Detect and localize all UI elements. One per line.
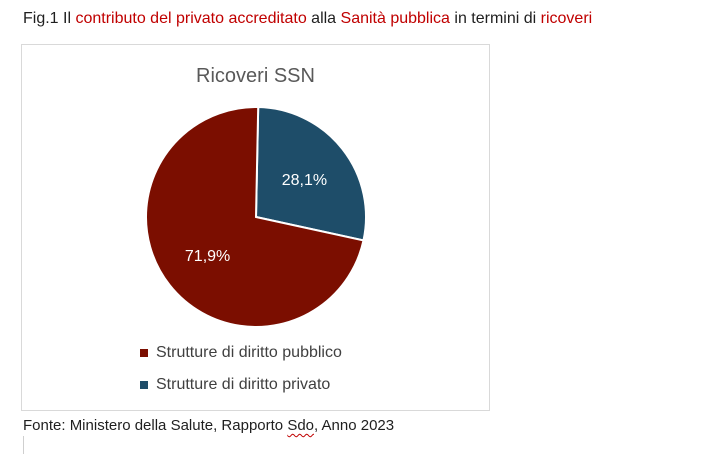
caption-mid-1: alla [306,10,341,27]
source-prefix: Fonte: Ministero della Salute, Rapporto [23,417,288,434]
legend-item-pubblico: Strutture di diritto pubblico [140,342,342,364]
caption-highlight-sanita: Sanità pubblica [340,10,450,27]
source-suffix: , Anno 2023 [314,417,395,434]
legend-item-privato: Strutture di diritto privato [140,374,342,396]
legend-swatch-pubblico [140,349,148,357]
source-flagged-word: Sdo [287,417,315,434]
caption-mid-2: in termini di [449,10,541,27]
legend-swatch-privato [140,381,148,389]
caption-highlight-ricoveri: ricoveri [540,10,593,27]
pie-slice-pubblico[interactable] [144,106,365,328]
pie-slice-privato[interactable] [254,105,367,242]
legend-label-privato: Strutture di diritto privato [156,376,331,393]
caption-prefix: Fig.1 Il [23,10,76,27]
caption-highlight-contributo: contributo del privato accreditato [75,10,307,27]
pie-label-privato: 28,1% [282,172,327,189]
pie-chart: 28,1% 71,9% [144,105,367,328]
chart-frame[interactable]: Ricoveri SSN 28,1% 71,9% Strutture di dir… [21,44,490,411]
pie-label-pubblico: 71,9% [185,248,230,265]
chart-title: Ricoveri SSN [196,65,315,87]
figure-caption: Fig.1 Il contributo del privato accredit… [23,9,592,29]
chart-legend: Strutture di diritto pubblico Strutture … [140,342,342,406]
legend-label-pubblico: Strutture di diritto pubblico [156,344,342,361]
text-cursor [23,436,24,454]
source-note: Fonte: Ministero della Salute, Rapporto … [23,416,394,436]
